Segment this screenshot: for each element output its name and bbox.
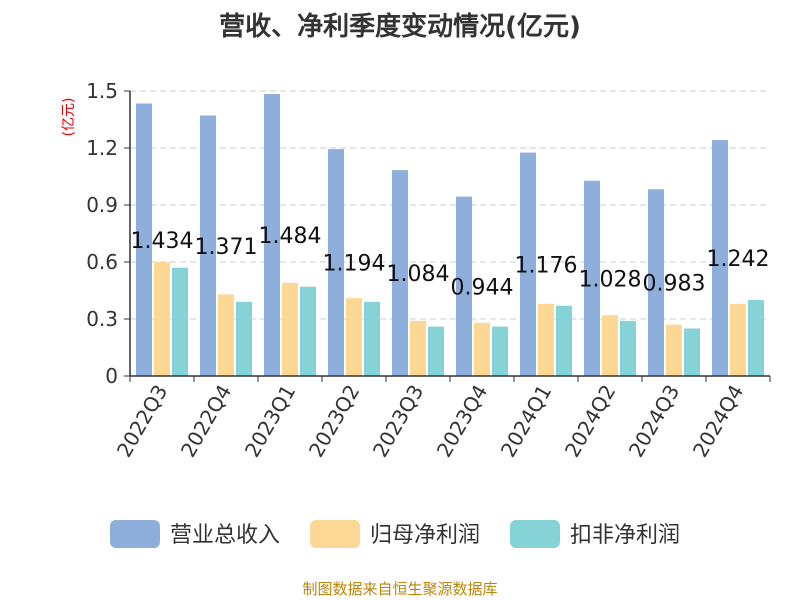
- bar-deducted-net-profit: [492, 326, 508, 376]
- bar-deducted-net-profit: [428, 326, 444, 376]
- bar-net-profit: [538, 303, 554, 376]
- x-tick-label: 2023Q3: [368, 381, 428, 462]
- bar-deducted-net-profit: [172, 267, 188, 376]
- bar-net-profit: [346, 298, 362, 376]
- revenue-value-label: 1.194: [323, 252, 386, 277]
- bar-net-profit: [730, 303, 746, 376]
- x-tick-label: 2024Q3: [624, 381, 684, 462]
- bar-deducted-net-profit: [684, 328, 700, 376]
- chart-title: 营收、净利季度变动情况(亿元): [219, 11, 581, 42]
- bar-net-profit: [218, 294, 234, 376]
- revenue-value-label: 1.484: [259, 224, 322, 249]
- bar-revenue: [456, 196, 472, 376]
- revenue-value-label: 1.242: [707, 247, 770, 272]
- bar-deducted-net-profit: [300, 286, 316, 376]
- bar-net-profit: [666, 324, 682, 376]
- bar-revenue: [712, 140, 728, 376]
- bar-deducted-net-profit: [556, 305, 572, 376]
- bars-group: [136, 94, 764, 376]
- bar-revenue: [520, 152, 536, 376]
- y-tick-label: 1.5: [86, 79, 118, 103]
- bar-net-profit: [474, 322, 490, 376]
- bar-deducted-net-profit: [748, 300, 764, 376]
- y-tick-label: 0: [105, 364, 118, 388]
- bar-net-profit: [410, 320, 426, 376]
- bar-revenue: [136, 103, 152, 376]
- revenue-value-label: 1.028: [579, 267, 642, 292]
- bar-deducted-net-profit: [364, 301, 380, 376]
- bar-revenue: [200, 115, 216, 376]
- x-tick-label: 2024Q4: [688, 381, 748, 462]
- x-tick-label: 2023Q4: [432, 381, 492, 462]
- bar-revenue: [328, 149, 344, 376]
- legend-label: 扣非净利润: [570, 523, 680, 548]
- bar-deducted-net-profit: [236, 301, 252, 376]
- bar-net-profit: [282, 282, 298, 376]
- y-tick-label: 1.2: [86, 136, 118, 160]
- source-note: 制图数据来自恒生聚源数据库: [302, 580, 497, 598]
- revenue-value-label: 0.944: [451, 275, 514, 300]
- x-tick-label: 2023Q1: [240, 381, 300, 462]
- x-tick-label: 2022Q3: [112, 381, 172, 462]
- bar-revenue: [648, 189, 664, 376]
- revenue-value-label: 1.434: [131, 229, 194, 254]
- legend-swatch: [310, 520, 360, 548]
- x-tick-label: 2024Q1: [496, 381, 556, 462]
- revenue-value-label: 1.371: [195, 235, 258, 260]
- y-tick-label: 0.9: [86, 193, 118, 217]
- legend-label: 归母净利润: [370, 523, 480, 548]
- x-tick-label: 2023Q2: [304, 381, 364, 462]
- y-tick-label: 0.3: [86, 307, 118, 331]
- revenue-value-label: 1.176: [515, 253, 578, 278]
- x-tick-label: 2022Q4: [176, 381, 236, 462]
- bar-revenue: [264, 94, 280, 376]
- legend-label: 营业总收入: [170, 523, 280, 548]
- revenue-value-label: 0.983: [643, 272, 706, 297]
- y-tick-label: 0.6: [86, 250, 118, 274]
- y-axis-label: (亿元): [61, 98, 77, 137]
- bar-net-profit: [154, 262, 170, 376]
- revenue-value-label: 1.084: [387, 262, 450, 287]
- bar-revenue: [392, 170, 408, 376]
- x-tick-label: 2024Q2: [560, 381, 620, 462]
- legend-swatch: [510, 520, 560, 548]
- legend: 营业总收入 归母净利润 扣非净利润: [110, 520, 680, 548]
- bar-deducted-net-profit: [620, 320, 636, 376]
- legend-swatch: [110, 520, 160, 548]
- bar-net-profit: [602, 315, 618, 376]
- bar-revenue: [584, 180, 600, 376]
